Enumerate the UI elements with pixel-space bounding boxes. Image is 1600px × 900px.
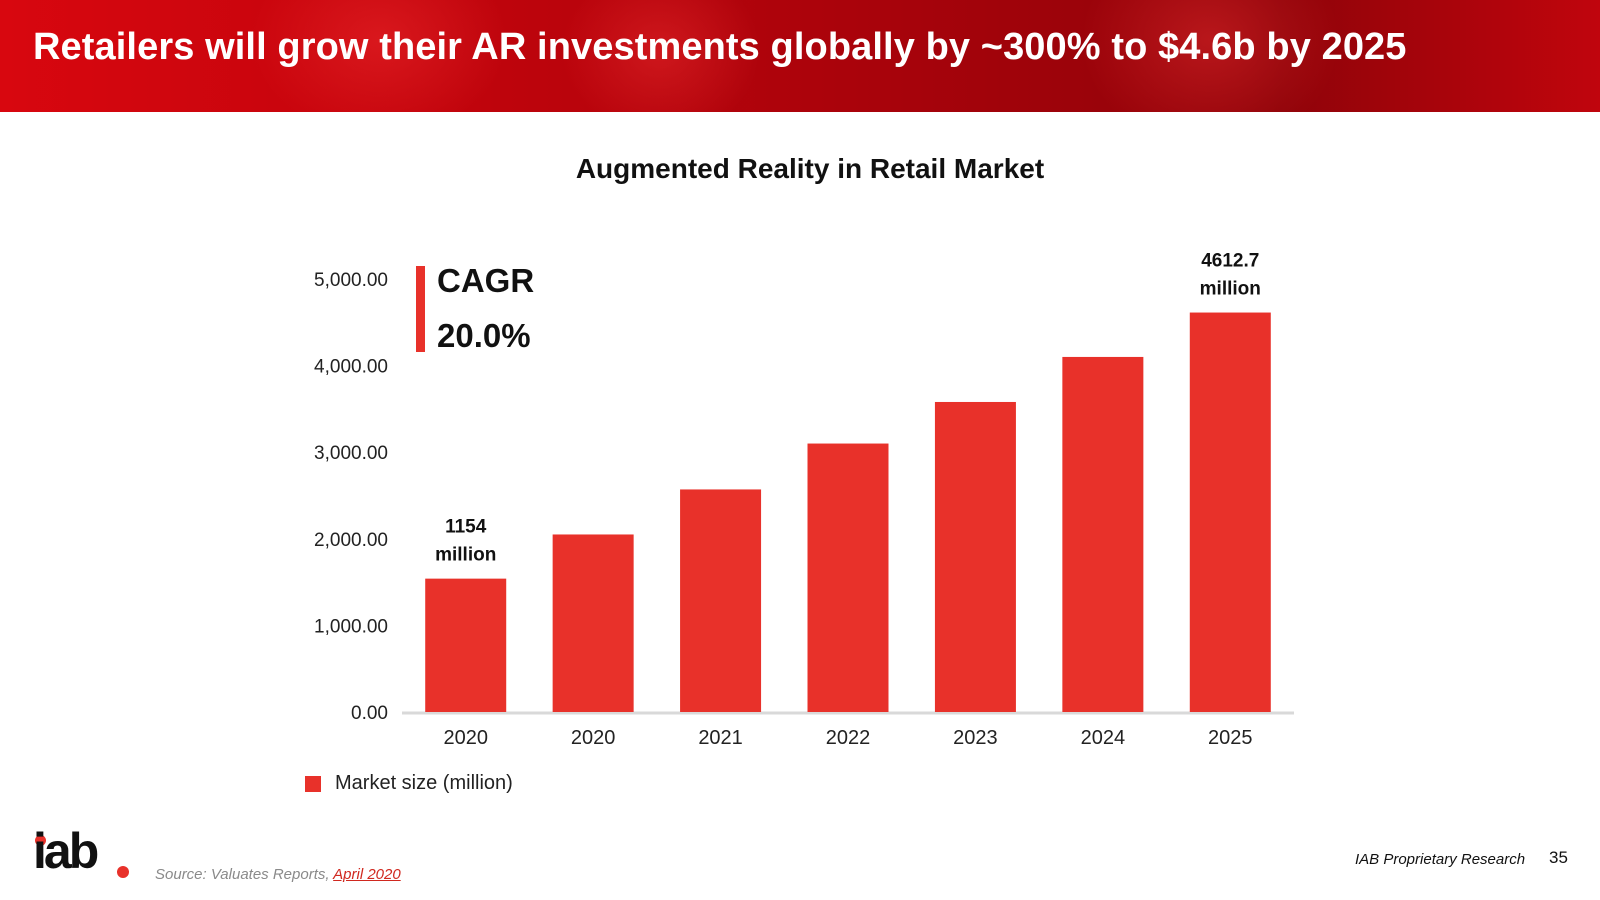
x-tick-label: 2024 — [1081, 727, 1126, 749]
page-title: Retailers will grow their AR investments… — [33, 26, 1407, 68]
source-link[interactable]: April 2020 — [333, 866, 401, 883]
title-banner: Retailers will grow their AR investments… — [0, 0, 1600, 112]
bar — [1062, 356, 1144, 712]
x-tick-label: 2021 — [698, 727, 743, 749]
research-label: IAB Proprietary Research — [1355, 851, 1526, 868]
bar — [1189, 312, 1271, 712]
data-label-unit: million — [435, 545, 496, 566]
data-label-unit: million — [1200, 279, 1261, 300]
x-tick-label: 2022 — [826, 727, 871, 749]
cagr-accent-bar — [416, 266, 425, 352]
banner-decoration — [1080, 0, 1340, 112]
source-text: Source: Valuates Reports, — [155, 866, 334, 883]
bar — [934, 401, 1016, 712]
chart-legend: Market size (million) — [305, 772, 513, 795]
y-tick-label: 0.00 — [351, 703, 388, 724]
x-tick-label: 2020 — [443, 727, 488, 749]
y-tick-label: 5,000.00 — [314, 270, 388, 291]
iab-logo-dot-icon — [35, 835, 46, 846]
bar — [552, 534, 634, 712]
y-tick-label: 4,000.00 — [314, 357, 388, 378]
y-tick-label: 2,000.00 — [314, 530, 388, 551]
bar — [807, 443, 889, 712]
iab-logo-period-icon — [117, 866, 129, 878]
page-number: 35 — [1549, 848, 1568, 867]
cagr-label: CAGR — [437, 262, 535, 299]
legend-label: Market size (million) — [335, 772, 513, 794]
x-tick-label: 2020 — [571, 727, 616, 749]
cagr-value: 20.0% — [437, 317, 531, 354]
bar — [680, 489, 762, 712]
legend-swatch — [305, 775, 321, 792]
x-tick-label: 2023 — [953, 727, 998, 749]
iab-logo: iab — [33, 823, 99, 879]
bar — [425, 578, 507, 712]
x-tick-label: 2025 — [1208, 727, 1253, 749]
data-label-value: 4612.7 — [1201, 251, 1259, 272]
y-tick-label: 3,000.00 — [314, 443, 388, 464]
banner-decoration — [560, 0, 760, 112]
data-label-value: 1154 — [445, 517, 487, 538]
chart-title: Augmented Reality in Retail Market — [575, 153, 1045, 184]
y-tick-label: 1,000.00 — [314, 616, 388, 637]
source-citation: Source: Valuates Reports, April 2020 — [155, 866, 401, 883]
banner-decoration — [250, 0, 510, 112]
